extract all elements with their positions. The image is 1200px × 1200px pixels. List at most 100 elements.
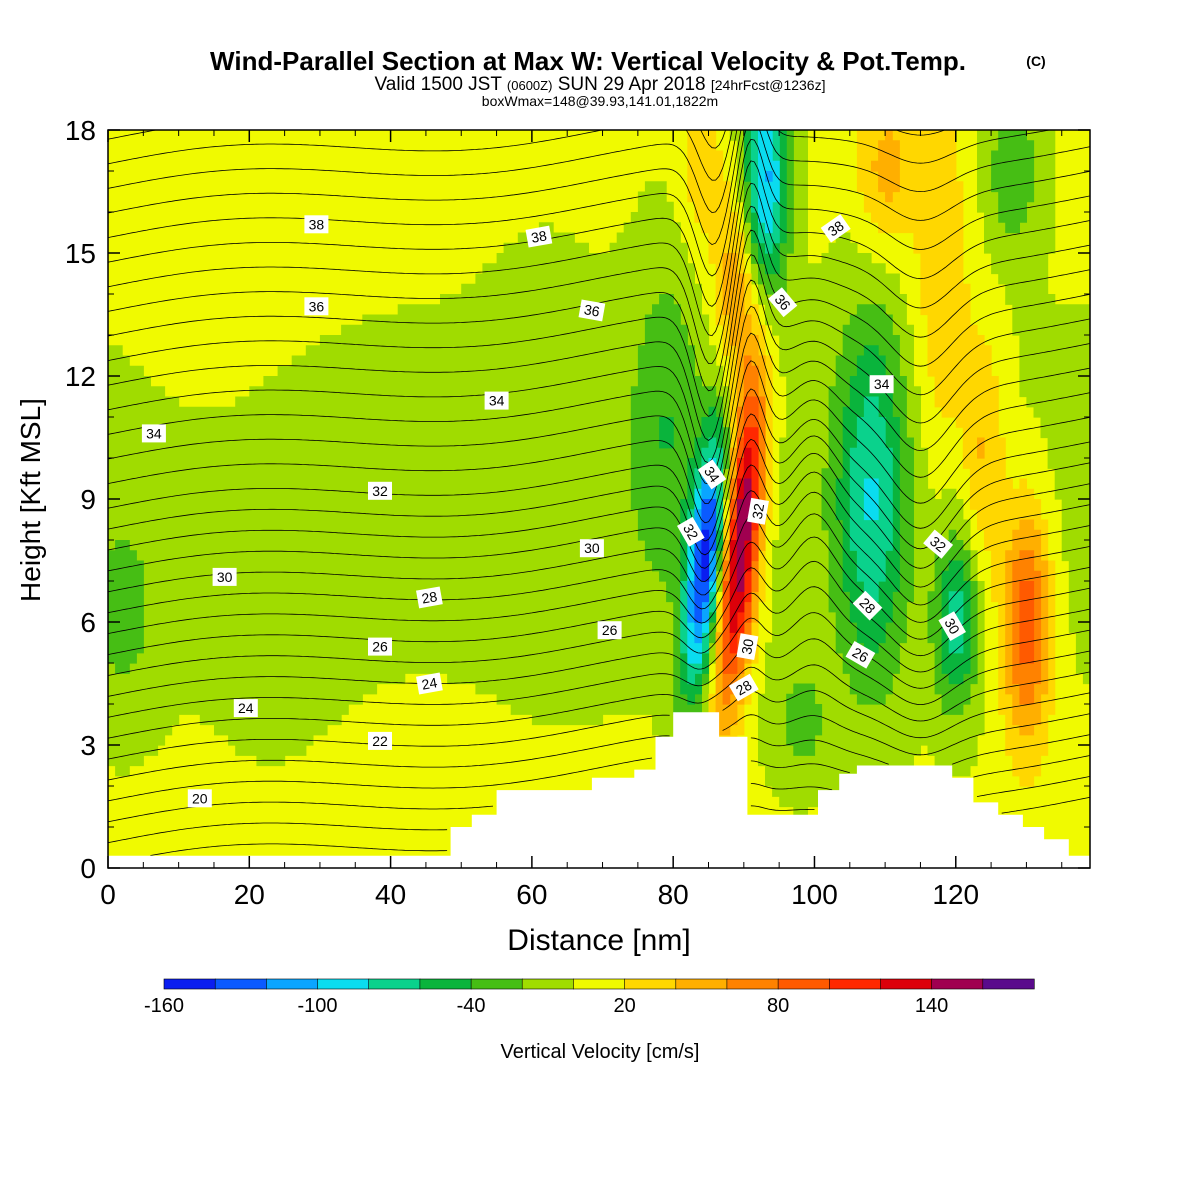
theta-contour-line [108,755,1090,823]
contour-label-text: 24 [420,674,438,692]
contour-label-bg [845,641,876,669]
contour-label-text: 26 [602,622,618,638]
theta-contour-line [108,130,1090,246]
theta-contour-line [150,796,1090,856]
contour-label-bg [578,299,606,322]
theta-contour-line [108,130,726,149]
contour-label: 24 [416,672,443,695]
contour-label: 34 [141,424,166,443]
terrain-shape [108,712,1090,868]
x-tick-label: 0 [100,879,116,910]
contour-label-text: 30 [584,540,600,556]
y-tick-label: 15 [65,238,96,269]
contour-label-bg [597,621,622,640]
y-tick-label: 3 [80,730,96,761]
contour-label-text: 36 [309,298,325,314]
contour-label-text: 32 [372,483,388,499]
colorbar-swatch [368,978,421,990]
subtitle-forecast: [24hrFcst@1236z] [711,77,826,93]
colorbar-swatch [266,978,319,990]
contour-label: 32 [368,481,392,500]
colorbar-label: Vertical Velocity [cm/s] [501,1041,700,1063]
contour-label-bg [368,637,392,656]
contour-label-text: 34 [146,425,162,441]
theta-contour-line [108,734,1090,802]
contour-label: 38 [304,215,329,234]
contour-label-bg [747,497,769,525]
colorbar-tick-label: 80 [767,995,789,1017]
contour-label: 34 [484,391,509,410]
theta-contour-line [108,612,1090,697]
velocity-region [687,130,1056,787]
contour-label-bg [728,673,759,702]
contour-label-bg [923,529,954,559]
theta-contour-line [108,438,1090,569]
contour-label-bg [852,590,883,621]
colorbar-swatch [419,978,472,990]
theta-contour-line [108,586,1090,676]
contour-label-text: 34 [874,376,890,392]
colorbar-swatch [214,978,267,990]
contour-label: 26 [845,641,876,669]
velocity-field [108,130,1090,868]
theta-contour-line [108,254,1090,442]
contour-label-text: 30 [217,569,233,585]
contour-label-bg [304,297,329,316]
theta-contour-line [108,130,1052,214]
contour-label-bg [368,731,392,750]
contour-label: 24 [233,699,258,718]
contour-label: 28 [728,673,759,702]
y-tick-label: 18 [65,115,96,146]
colorbar-swatch [624,978,677,990]
contour-label-bg [212,567,237,586]
colorbar-swatch [675,978,728,990]
contour-label: 36 [768,287,798,318]
theta-contour-line [108,664,1090,739]
contour-label-bg [736,633,759,660]
theta-contour-line [108,388,1090,542]
theta-contour-line [108,638,1090,718]
x-axis: 0 20 40 60 80 100 120 [100,130,1063,910]
contour-label-bg [187,789,212,808]
colorbar-tick-label: 140 [915,995,948,1017]
theta-contour-line [108,464,1090,588]
contour-label-text: 32 [749,502,767,520]
velocity-region [701,529,710,582]
x-tick-label: 80 [658,879,689,910]
contour-label-bg [938,611,966,641]
colorbar-swatch [982,978,1035,990]
chart-subtitle-2: boxWmax=148@39.93,141.01,1822m [482,93,718,109]
contour-label-bg [697,459,727,490]
y-tick-label: 6 [80,607,96,638]
contour-label-group: 38 36 34 32 30 28 26 24 24 22 20 38 36 34 30 26 34 32 32 30… [141,214,966,808]
contour-label-bg [820,214,851,243]
theta-contour-line [108,513,1090,623]
contour-label-bg [869,375,894,394]
x-tick-label: 40 [375,879,406,910]
contour-label-text: 30 [941,615,963,637]
contour-label-bg [141,424,166,443]
contour-label-text: 38 [309,216,325,232]
velocity-region [108,130,1035,756]
contour-label-text: 26 [850,644,872,666]
colorbar-swatch [726,978,779,990]
contour-label: 32 [923,529,954,559]
contour-label-text: 20 [192,790,208,806]
contour-label-text: 22 [372,733,388,749]
contour-label: 30 [212,567,237,586]
theta-contour-line [108,279,1090,464]
contour-label: 36 [304,297,329,316]
colorbar-tick-label: -160 [144,995,184,1017]
x-tick-label: 60 [516,879,547,910]
contour-label-text: 24 [238,700,254,716]
theta-contour-line [108,130,946,181]
contour-label-bg [416,586,443,609]
y-tick-label: 12 [65,361,96,392]
contour-label-bg [768,287,798,318]
contour-label: 28 [416,586,443,609]
colorbar: -160 -100 -40 20 80 140 [144,978,1035,1017]
contour-label: 20 [187,789,212,808]
contour-label-bg [677,516,705,547]
colorbar-swatch [931,978,984,990]
contour-label: 38 [820,214,851,243]
